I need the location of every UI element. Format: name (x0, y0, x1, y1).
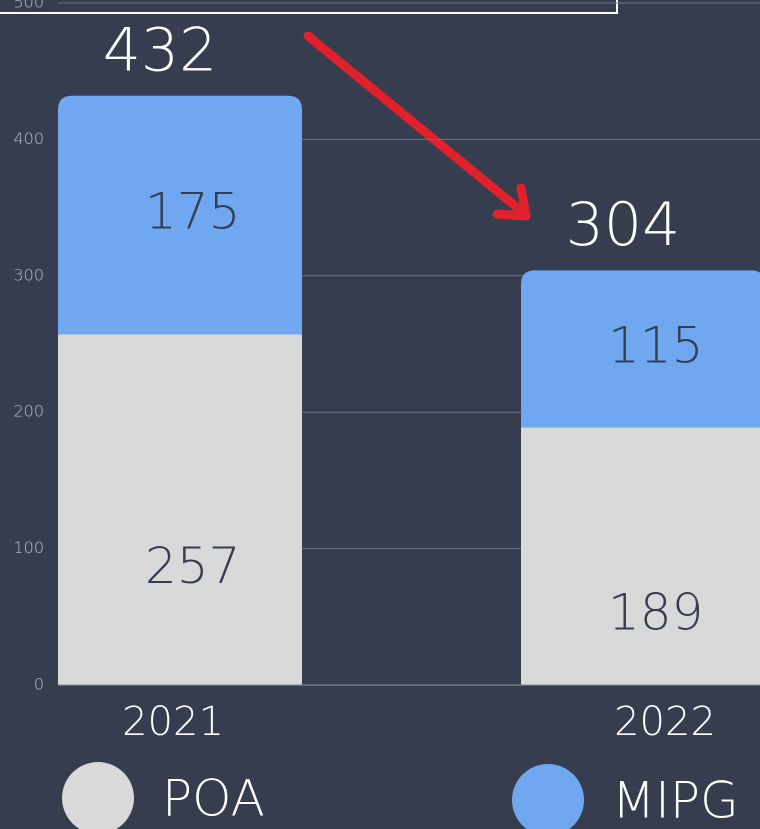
frame (0, 0, 618, 14)
bar-segment (58, 334, 302, 685)
data-label: 189 (608, 584, 703, 642)
data-label: 175 (145, 183, 240, 241)
bar-segment (521, 427, 760, 685)
y-tick-label: 0 (34, 675, 44, 694)
y-tick-label: 500 (13, 0, 44, 12)
x-tick-label: 2022 (614, 699, 716, 745)
x-tick-label: 2021 (122, 699, 224, 745)
legend-label: POA (162, 770, 265, 828)
legend-label: MIPG (612, 772, 739, 829)
total-label: 432 (103, 15, 218, 85)
legend-swatch (62, 762, 134, 829)
plot: 0 100 200 300 400 500 257 175 432 2021 189 115 304 20… (13, 0, 760, 829)
total-label: 304 (566, 190, 681, 260)
y-tick-label: 300 (13, 265, 44, 284)
y-tick-label: 400 (13, 129, 44, 148)
data-label: 115 (608, 316, 703, 374)
y-tick-label: 100 (13, 538, 44, 557)
legend-swatch (512, 764, 584, 829)
data-label: 257 (145, 537, 240, 595)
bar-segment (58, 95, 302, 335)
y-tick-label: 200 (13, 402, 44, 421)
arrow (303, 31, 531, 221)
bar-segment (521, 270, 760, 428)
